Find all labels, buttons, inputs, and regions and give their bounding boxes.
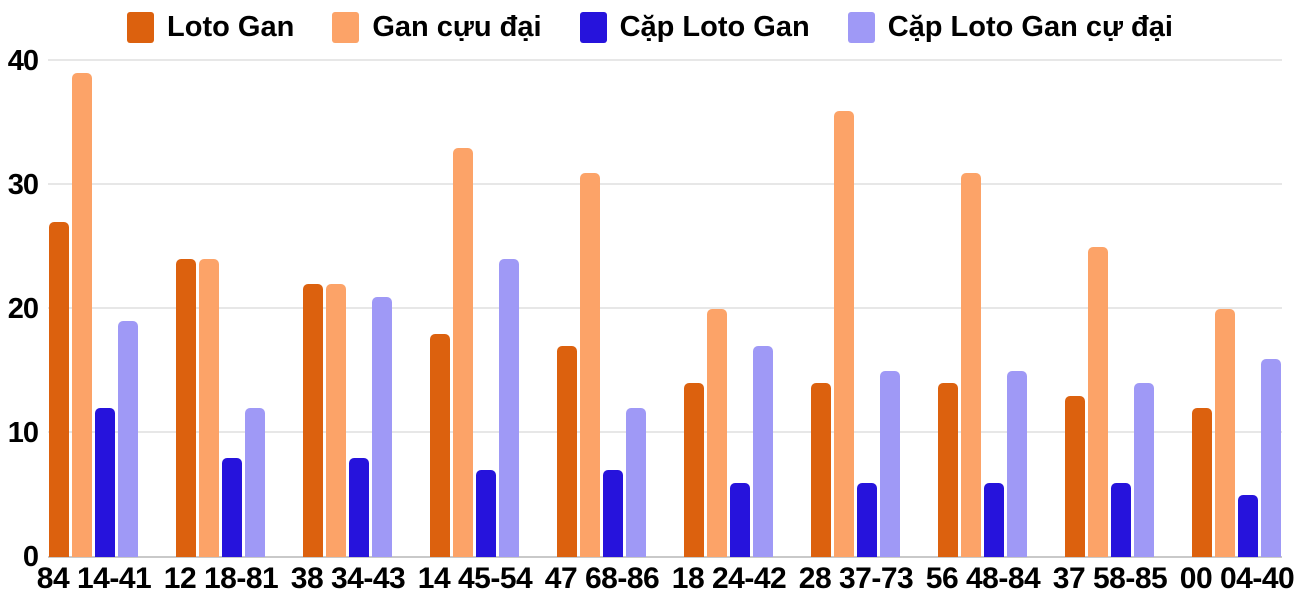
x-tick-label-6: 18 24-42 [671,562,787,595]
gridline-y10 [48,431,1282,433]
legend-item-4[interactable]: Cặp Loto Gan cự đại [847,10,1173,43]
bar-series2-group1 [72,73,92,557]
gridline-y30 [48,183,1282,185]
bar-group-6 [684,61,776,557]
y-tick-label-10: 10 [7,417,39,449]
bar-series2-group9 [1088,247,1108,557]
bar-series1-group8 [938,383,958,557]
legend-label: Cặp Loto Gan cự đại [887,10,1173,43]
bar-series2-group5 [580,172,600,557]
x-tick-label-3: 38 34-43 [290,562,406,595]
y-tick-label-20: 20 [7,293,39,325]
y-tick-label-0: 0 [22,541,39,573]
bar-group-1 [49,61,141,557]
gridline-y20 [48,307,1282,309]
plot-area [48,59,1288,558]
bar-series3-group5 [603,470,623,557]
x-tick-label-10: 00 04-40 [1179,562,1295,595]
bar-series1-group4 [430,333,450,557]
bar-series4-group7 [880,371,900,557]
bar-series3-group6 [730,482,750,557]
bar-series1-group1 [49,222,69,557]
bar-series3-group10 [1238,495,1258,557]
bar-series2-group10 [1215,309,1235,557]
x-tick-label-2: 12 18-81 [163,562,279,595]
legend-label: Loto Gan [167,10,295,43]
bar-series3-group9 [1111,482,1131,557]
bar-series1-group10 [1192,408,1212,557]
bar-group-10 [1192,61,1284,557]
gridline-y40 [48,59,1282,61]
bar-series1-group7 [811,383,831,557]
bar-series1-group5 [557,346,577,557]
bar-series4-group5 [626,408,646,557]
bar-series4-group3 [372,296,392,557]
bar-series3-group2 [222,457,242,557]
legend-label: Gan cựu đại [372,10,542,43]
bar-series3-group8 [984,482,1004,557]
bar-group-8 [938,61,1030,557]
legend-item-3[interactable]: Cặp Loto Gan [579,10,810,43]
x-tick-label-8: 56 48-84 [925,562,1041,595]
legend-swatch-icon [847,11,875,43]
y-tick-label-30: 30 [7,169,39,201]
bar-series4-group4 [499,259,519,557]
bar-series4-group8 [1007,371,1027,557]
legend-label: Cặp Loto Gan [619,10,810,43]
bar-group-7 [811,61,903,557]
bar-series2-group4 [453,147,473,557]
bar-series3-group4 [476,470,496,557]
x-tick-label-1: 84 14-41 [36,562,152,595]
chart-legend: Loto Gan Gan cựu đại Cặp Loto Gan Cặp Loto … [0,8,1300,46]
bar-series1-group2 [176,259,196,557]
bar-series1-group9 [1065,395,1085,557]
bar-series3-group7 [857,482,877,557]
x-tick-label-7: 28 37-73 [798,562,914,595]
bar-series2-group2 [199,259,219,557]
bar-series1-group6 [684,383,704,557]
x-tick-label-9: 37 58-85 [1052,562,1168,595]
bar-series2-group3 [326,284,346,557]
bar-group-5 [557,61,649,557]
legend-swatch-icon [579,11,607,43]
legend-swatch-icon [332,11,360,43]
legend-swatch-icon [127,11,155,43]
x-tick-label-5: 47 68-86 [544,562,660,595]
bar-series4-group2 [245,408,265,557]
bar-series3-group3 [349,457,369,557]
bar-series3-group1 [95,408,115,557]
bar-series2-group8 [961,172,981,557]
bar-series1-group3 [303,284,323,557]
bar-group-4 [430,61,522,557]
x-axis-line [48,556,1282,558]
x-tick-label-4: 14 45-54 [417,562,533,595]
bar-series4-group6 [753,346,773,557]
bar-series2-group6 [707,309,727,557]
bar-series4-group1 [118,321,138,557]
bar-series2-group7 [834,110,854,557]
bar-group-3 [303,61,395,557]
legend-item-1[interactable]: Loto Gan [127,10,295,43]
y-tick-label-40: 40 [7,45,39,77]
bar-series4-group10 [1261,358,1281,557]
bar-group-2 [176,61,268,557]
bar-group-9 [1065,61,1157,557]
legend-item-2[interactable]: Gan cựu đại [332,10,542,43]
bar-series4-group9 [1134,383,1154,557]
